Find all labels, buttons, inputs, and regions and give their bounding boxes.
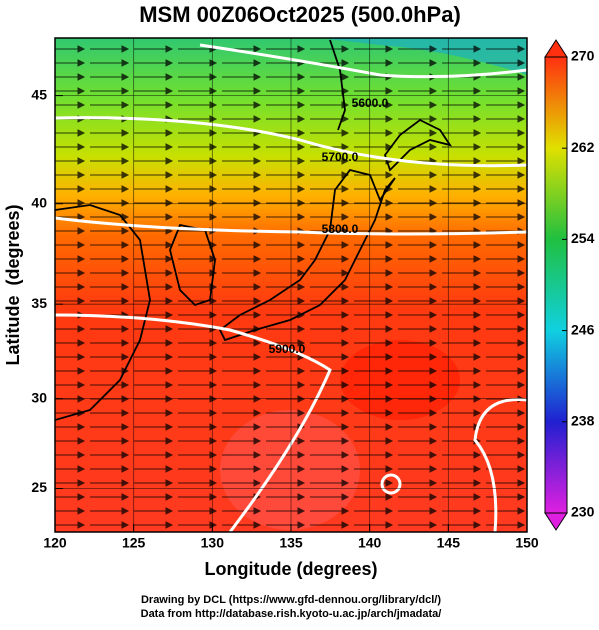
colorbar-end xyxy=(544,512,568,531)
x-tick-label: 135 xyxy=(279,535,303,551)
colorbar-tick-label: 262 xyxy=(571,139,595,155)
contour-label: 5600.0 xyxy=(352,96,389,110)
y-tick-label: 30 xyxy=(31,389,47,405)
y-tick-label: 45 xyxy=(31,86,47,102)
x-tick-label: 140 xyxy=(358,535,382,551)
colorbar-tick-label: 246 xyxy=(571,321,595,337)
credit: Data from http://database.rish.kyoto-u.a… xyxy=(141,608,442,620)
x-tick-label: 145 xyxy=(437,535,461,551)
colorbar-tick-label: 254 xyxy=(571,230,595,246)
contour-label: 5800.0 xyxy=(322,222,359,236)
colorbar-end xyxy=(544,39,568,58)
y-tick-label: 40 xyxy=(31,194,47,210)
contour-label: 5700.0 xyxy=(322,150,359,164)
contour-line xyxy=(55,43,527,532)
colorbar-tick-label: 230 xyxy=(571,504,595,520)
colorbar xyxy=(544,56,568,514)
x-axis-label: Longitude (degrees) xyxy=(204,559,377,579)
colorbar-tick-label: 270 xyxy=(571,48,595,64)
x-tick-label: 125 xyxy=(122,535,146,551)
y-axis-label: Latitude (degrees) xyxy=(3,204,23,365)
x-tick-label: 120 xyxy=(43,535,67,551)
contour-label: 5900.0 xyxy=(269,342,306,356)
y-tick-label: 35 xyxy=(31,295,47,311)
x-tick-label: 130 xyxy=(201,535,225,551)
chart-title: MSM 00Z06Oct2025 (500.0hPa) xyxy=(139,2,461,27)
coastline xyxy=(55,39,453,421)
credit: Drawing by DCL (https://www.gfd-dennou.o… xyxy=(141,594,441,606)
x-tick-label: 150 xyxy=(515,535,539,551)
colorbar-tick-label: 238 xyxy=(571,413,595,429)
y-tick-label: 25 xyxy=(31,479,47,495)
